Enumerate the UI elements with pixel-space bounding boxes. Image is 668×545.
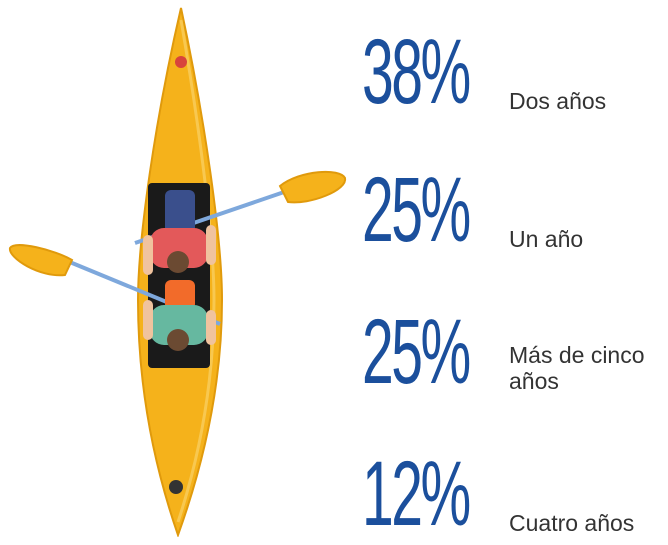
label: Más de cinco años: [509, 342, 645, 394]
percentage: 12%: [362, 443, 471, 545]
stat-row: 38% Dos años: [362, 26, 606, 118]
percentage: 25%: [362, 159, 471, 261]
percentage: 38%: [362, 21, 471, 123]
label: Un año: [509, 226, 584, 252]
label: Cuatro años: [509, 510, 635, 536]
kayak-illustration: [9, 7, 347, 537]
stat-row: 12% Cuatro años: [362, 448, 634, 540]
stat-row: 25% Un año: [362, 164, 583, 256]
label: Dos años: [509, 88, 607, 114]
percentage: 25%: [362, 301, 471, 403]
stat-row: 25% Más de cinco años: [362, 306, 659, 398]
